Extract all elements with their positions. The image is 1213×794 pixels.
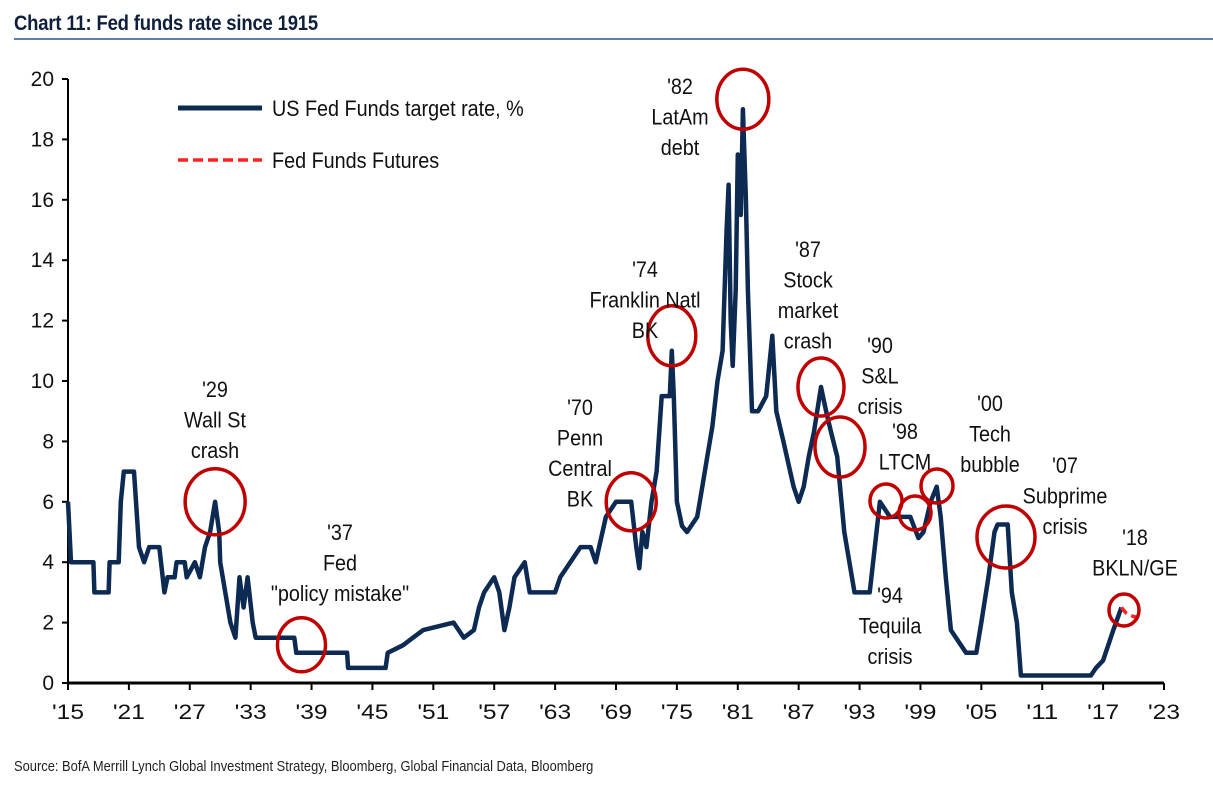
x-tick-label: '51 xyxy=(417,701,449,724)
annotation-label: market xyxy=(778,299,839,323)
annotation-label: Subprime xyxy=(1023,485,1108,509)
annotation-label: bubble xyxy=(960,453,1019,477)
x-tick-label: '63 xyxy=(539,701,571,724)
annotation-label: "policy mistake" xyxy=(271,582,409,606)
annotation-label: '94 xyxy=(877,584,903,608)
x-tick-label: '81 xyxy=(722,701,754,724)
annotation-circle xyxy=(715,67,771,131)
y-tick-label: 20 xyxy=(31,68,54,91)
x-tick-label: '57 xyxy=(478,701,510,724)
legend-label: US Fed Funds target rate, % xyxy=(272,97,524,121)
annotation-circle xyxy=(796,356,846,418)
annotation-label: '90 xyxy=(867,334,893,358)
annotation-label: '29 xyxy=(202,378,228,402)
annotation-label: '07 xyxy=(1052,454,1078,478)
annotation-label: crisis xyxy=(1042,515,1087,539)
y-tick-label: 6 xyxy=(42,491,54,514)
annotation-circle xyxy=(1107,592,1141,628)
x-tick-label: '45 xyxy=(356,701,388,724)
annotation-label: S&L xyxy=(861,365,898,389)
y-tick-label: 0 xyxy=(42,672,54,695)
annotation-label: '70 xyxy=(567,396,593,420)
annotation-label: crash xyxy=(191,439,239,463)
y-tick-label: 2 xyxy=(42,612,54,635)
legend-label: Fed Funds Futures xyxy=(272,149,439,173)
y-tick-label: 16 xyxy=(31,189,54,212)
annotation-label: debt xyxy=(661,136,700,160)
x-tick-label: '17 xyxy=(1087,701,1119,724)
annotation-label: Central xyxy=(548,457,612,481)
x-tick-label: '23 xyxy=(1148,701,1180,724)
x-tick-label: '11 xyxy=(1026,701,1058,724)
annotation-label: Fed xyxy=(323,552,357,576)
x-tick-label: '87 xyxy=(783,701,815,724)
x-tick-label: '75 xyxy=(661,701,693,724)
annotation-label: crisis xyxy=(867,645,912,669)
annotation-label: Tequila xyxy=(859,615,922,639)
annotation-label: Franklin Natl xyxy=(589,289,700,313)
y-tick-label: 18 xyxy=(31,128,54,151)
annotation-label: BK xyxy=(567,488,593,512)
x-tick-label: '27 xyxy=(174,701,206,724)
x-tick-label: '39 xyxy=(296,701,328,724)
annotation-label: Stock xyxy=(783,269,833,293)
annotation-label: BKLN/GE xyxy=(1092,557,1178,581)
source-note: Source: BofA Merrill Lynch Global Invest… xyxy=(14,758,594,775)
annotation-circle xyxy=(604,471,658,533)
annotation-label: BK xyxy=(632,319,658,343)
x-tick-label: '05 xyxy=(965,701,997,724)
annotation-label: Wall St xyxy=(184,409,246,433)
x-tick-label: '99 xyxy=(904,701,936,724)
y-tick-label: 10 xyxy=(31,370,54,393)
x-tick-label: '69 xyxy=(600,701,632,724)
annotation-circle xyxy=(919,467,955,505)
annotation-circle xyxy=(275,616,328,674)
annotation-label: '87 xyxy=(795,238,821,262)
y-tick-label: 12 xyxy=(31,310,54,333)
annotation-label: LatAm xyxy=(651,106,708,130)
x-tick-label: '33 xyxy=(235,701,267,724)
annotation-label: '74 xyxy=(632,258,658,282)
annotation-label: Penn xyxy=(557,427,603,451)
annotation-label: '37 xyxy=(327,521,353,545)
x-tick-label: '21 xyxy=(113,701,145,724)
annotation-circle xyxy=(897,494,933,532)
annotation-label: Tech xyxy=(969,423,1011,447)
annotation-circle xyxy=(813,415,867,479)
x-tick-label: '93 xyxy=(844,701,876,724)
chart-title: Chart 11: Fed funds rate since 1915 xyxy=(14,12,319,35)
annotation-label: '82 xyxy=(667,75,693,99)
y-tick-label: 14 xyxy=(31,249,55,272)
x-tick-label: '15 xyxy=(52,701,84,724)
annotation-label: LTCM xyxy=(879,451,931,475)
y-tick-label: 4 xyxy=(42,551,54,574)
y-tick-label: 8 xyxy=(42,430,54,453)
annotation-label: crisis xyxy=(857,395,902,419)
annotation-label: '98 xyxy=(892,420,918,444)
annotation-circle xyxy=(183,467,247,537)
annotation-circle xyxy=(646,304,698,368)
annotation-label: crash xyxy=(784,330,832,354)
annotation-circle xyxy=(975,504,1037,570)
title-rule xyxy=(14,38,1213,40)
annotation-label: '00 xyxy=(977,392,1003,416)
annotation-label: '18 xyxy=(1122,526,1148,550)
